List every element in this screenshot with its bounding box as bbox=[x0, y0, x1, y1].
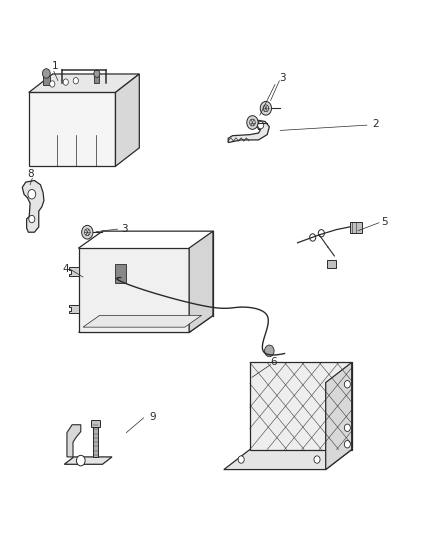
Bar bbox=[94, 76, 99, 83]
Polygon shape bbox=[69, 304, 78, 313]
Text: 9: 9 bbox=[148, 412, 155, 422]
Circle shape bbox=[94, 70, 99, 77]
Circle shape bbox=[313, 456, 319, 463]
Text: 3: 3 bbox=[279, 72, 285, 83]
Polygon shape bbox=[22, 181, 44, 232]
Circle shape bbox=[237, 456, 244, 463]
Polygon shape bbox=[228, 120, 269, 142]
Bar bbox=[326, 260, 336, 268]
Text: 1: 1 bbox=[51, 61, 58, 71]
Circle shape bbox=[343, 441, 350, 448]
Circle shape bbox=[42, 69, 50, 78]
Circle shape bbox=[343, 424, 350, 431]
Circle shape bbox=[28, 190, 35, 199]
Text: 8: 8 bbox=[28, 169, 34, 179]
Polygon shape bbox=[223, 449, 351, 470]
Polygon shape bbox=[78, 248, 189, 333]
Circle shape bbox=[257, 122, 263, 129]
Polygon shape bbox=[67, 425, 81, 457]
Bar bbox=[91, 420, 99, 427]
Text: 2: 2 bbox=[371, 119, 378, 129]
Polygon shape bbox=[83, 316, 201, 327]
Polygon shape bbox=[325, 362, 351, 470]
Polygon shape bbox=[115, 74, 139, 166]
Polygon shape bbox=[64, 457, 112, 464]
Polygon shape bbox=[29, 92, 115, 166]
Polygon shape bbox=[69, 268, 78, 276]
Circle shape bbox=[246, 116, 258, 130]
Text: 3: 3 bbox=[120, 223, 127, 233]
Bar bbox=[93, 425, 98, 457]
Bar bbox=[115, 264, 126, 283]
Circle shape bbox=[76, 455, 85, 466]
Text: 5: 5 bbox=[380, 217, 387, 227]
Polygon shape bbox=[249, 362, 351, 449]
Circle shape bbox=[73, 77, 78, 84]
Text: 4: 4 bbox=[62, 264, 69, 274]
Polygon shape bbox=[29, 74, 139, 92]
Polygon shape bbox=[189, 231, 212, 333]
Bar bbox=[349, 222, 361, 233]
Circle shape bbox=[63, 79, 68, 85]
Circle shape bbox=[260, 101, 271, 115]
Circle shape bbox=[343, 381, 350, 388]
Polygon shape bbox=[78, 316, 212, 333]
Bar bbox=[43, 76, 49, 85]
Circle shape bbox=[29, 215, 35, 223]
Circle shape bbox=[264, 345, 273, 357]
Text: 6: 6 bbox=[270, 358, 276, 367]
Circle shape bbox=[81, 225, 93, 239]
Circle shape bbox=[49, 81, 55, 87]
